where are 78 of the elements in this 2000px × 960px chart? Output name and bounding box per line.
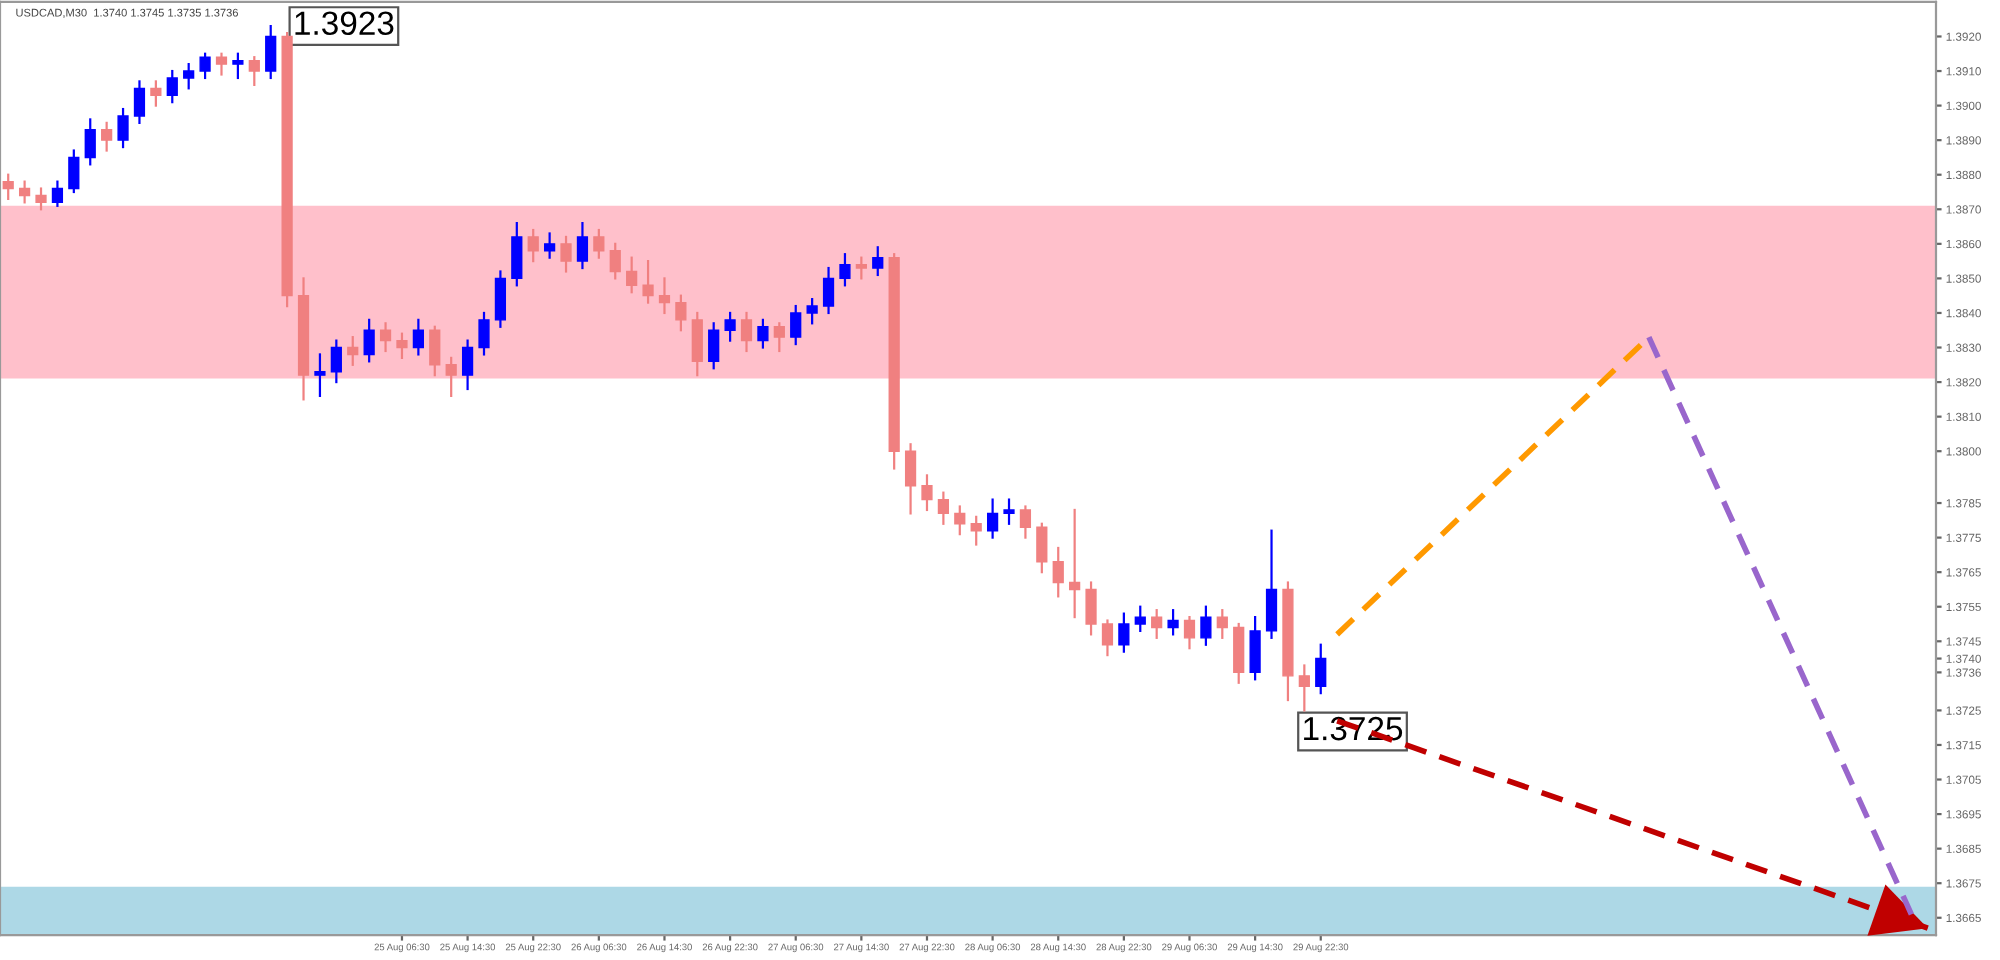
candlestick	[1069, 508, 1081, 619]
candlestick	[330, 339, 342, 384]
candlestick	[183, 63, 195, 90]
candlestick	[921, 474, 933, 512]
candlestick	[1298, 664, 1310, 712]
candlestick	[626, 256, 638, 294]
candlestick	[822, 266, 835, 315]
candlestick	[429, 325, 441, 377]
candlestick	[970, 515, 982, 546]
candlestick	[1085, 581, 1097, 636]
candlestick	[1265, 529, 1278, 639]
candlestick	[1019, 505, 1032, 539]
candlestick	[724, 311, 736, 342]
candlestick	[35, 187, 47, 211]
candlestick	[347, 336, 359, 366]
candlestick	[215, 52, 228, 76]
candlestick	[1167, 609, 1179, 636]
candlestick	[248, 56, 260, 86]
candlestick	[133, 80, 146, 124]
candlestick	[1216, 609, 1228, 639]
candlestick	[642, 260, 654, 304]
candlestick	[379, 322, 392, 353]
candlestick	[806, 298, 818, 325]
candlestick	[954, 505, 966, 536]
candlestick	[855, 256, 867, 280]
candlestick	[904, 443, 917, 515]
candlestick	[117, 107, 129, 149]
candlestick	[445, 356, 457, 398]
candlestick	[757, 318, 769, 349]
annotation: 1.3923	[295, 11, 394, 36]
candlestick	[265, 25, 277, 80]
candlestick	[412, 318, 424, 356]
candlestick	[576, 221, 589, 270]
candlestick	[527, 228, 539, 263]
candlestick	[937, 491, 950, 525]
candlestick	[363, 318, 375, 363]
candlestick	[18, 180, 31, 204]
candlestick	[872, 246, 884, 277]
candlestick	[1052, 546, 1064, 598]
candlestick	[1003, 498, 1015, 525]
candlestick	[839, 253, 851, 287]
candlestick	[1200, 605, 1212, 646]
candlestick	[396, 332, 408, 359]
candlestick	[1101, 619, 1114, 657]
candlestick	[773, 322, 785, 353]
candlestick	[1183, 615, 1196, 650]
candlestick	[51, 180, 64, 207]
candlestick	[478, 311, 490, 356]
candlestick	[1151, 609, 1163, 639]
candlestick	[609, 242, 621, 280]
candlestick	[544, 232, 556, 259]
candlestick	[708, 322, 720, 370]
candlestick	[1249, 615, 1261, 681]
candlestick	[461, 339, 474, 391]
candlestick	[1118, 612, 1130, 653]
candlestick	[675, 294, 687, 332]
candlestick	[199, 52, 211, 80]
candlestick	[1233, 622, 1245, 684]
candlestick	[68, 149, 80, 194]
candlestick	[511, 221, 523, 287]
candlestick	[790, 304, 802, 346]
candlestick	[560, 235, 572, 273]
candlestick	[494, 270, 507, 328]
candlestick	[1315, 643, 1327, 695]
candlestick	[2, 173, 14, 201]
candlestick	[84, 118, 96, 166]
candlestick	[101, 121, 113, 152]
candlestick	[986, 498, 999, 539]
candlestick	[740, 311, 753, 353]
candlestick	[1036, 522, 1048, 574]
candlestick	[691, 311, 703, 377]
candlestick	[658, 277, 671, 315]
candlestick	[314, 353, 326, 398]
candlestick	[593, 228, 605, 259]
candlestick	[232, 52, 244, 80]
candlestick	[166, 69, 178, 104]
candlestick	[1134, 605, 1146, 633]
candlestick	[150, 80, 162, 107]
